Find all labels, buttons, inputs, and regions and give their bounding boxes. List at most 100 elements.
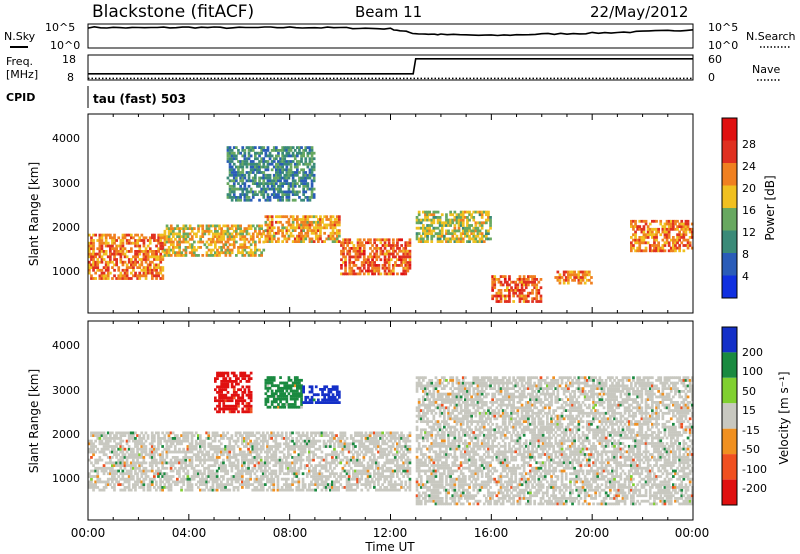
heatmap-cell (379, 272, 383, 276)
heatmap-cell (296, 215, 299, 219)
heatmap-cell (268, 215, 272, 219)
heatmap-cell (406, 475, 410, 478)
heatmap-cell (485, 218, 488, 222)
heatmap-cell (312, 472, 315, 476)
heatmap-cell (302, 226, 305, 230)
heatmap-cell (638, 225, 642, 228)
heatmap-cell (680, 222, 684, 226)
heatmap-cell (193, 232, 196, 236)
heatmap-cell (674, 249, 677, 253)
heatmap-cell (468, 234, 471, 238)
heatmap-cell (197, 453, 200, 457)
heatmap-cell (272, 469, 276, 473)
heatmap-cell (148, 241, 152, 245)
heatmap-cell (165, 456, 169, 459)
heatmap-cell (283, 190, 287, 194)
heatmap-cell (270, 389, 274, 393)
heatmap-cell (125, 442, 129, 446)
heatmap-cell (688, 227, 692, 231)
heatmap-cell (293, 469, 296, 473)
heatmap-cell (249, 224, 253, 228)
heatmap-cell (375, 445, 378, 448)
heatmap-cell (400, 464, 403, 467)
heatmap-cell (333, 226, 337, 230)
heatmap-cell (153, 233, 156, 237)
heatmap-cell (400, 483, 403, 486)
heatmap-cell (354, 483, 357, 486)
heatmap-cell (285, 231, 289, 235)
heatmap-cell (220, 437, 223, 440)
heatmap-cell (190, 251, 194, 255)
heatmap-cell (249, 154, 253, 158)
heatmap-cell (312, 450, 315, 454)
heatmap-cell (243, 149, 247, 152)
heatmap-cell (247, 483, 250, 486)
heatmap-cell (224, 232, 228, 236)
heatmap-cell (275, 149, 278, 152)
heatmap-cell (408, 255, 412, 259)
heatmap-cell (222, 461, 225, 465)
heatmap-cell (106, 447, 110, 451)
heatmap-cell (308, 187, 312, 191)
heatmap-cell (371, 249, 374, 253)
heatmap-cell (167, 477, 171, 481)
heatmap-cell (176, 461, 179, 465)
heatmap-cell (379, 475, 382, 478)
heatmap-cell (362, 244, 366, 247)
heatmap-cell (466, 224, 469, 227)
heatmap-cell (347, 458, 351, 462)
heatmap-cell (238, 431, 242, 435)
heatmap-cell (245, 165, 249, 169)
heatmap-cell (123, 461, 127, 465)
heatmap-cell (275, 176, 278, 180)
heatmap-cell (379, 445, 382, 448)
heatmap-cell (331, 229, 335, 232)
heatmap-cell (342, 261, 345, 264)
heatmap-cell (287, 229, 291, 232)
heatmap-cell (239, 196, 242, 199)
heatmap-cell (377, 464, 380, 467)
heatmap-cell (247, 162, 251, 166)
heatmap-cell (370, 458, 374, 462)
heatmap-cell (279, 198, 282, 202)
heatmap-cell (150, 456, 154, 459)
heatmap-cell (194, 447, 198, 451)
heatmap-cell (356, 458, 359, 462)
heatmap-cell (104, 236, 108, 240)
heatmap-cell (690, 236, 694, 239)
heatmap-cell (274, 461, 278, 465)
heatmap-cell (98, 260, 102, 264)
noise-left-tick-top: 10^5 (45, 21, 75, 34)
heatmap-cell (362, 249, 366, 253)
heatmap-cell (356, 472, 359, 476)
heatmap-cell (98, 480, 102, 484)
heatmap-cell (387, 439, 391, 443)
heatmap-cell (508, 275, 511, 278)
heatmap-cell (308, 196, 312, 199)
heatmap-cell (306, 182, 310, 185)
heatmap-cell (129, 453, 133, 457)
heatmap-cell (377, 439, 380, 443)
heatmap-cell (214, 388, 217, 392)
heatmap-cell (354, 475, 357, 478)
heatmap-cell (320, 450, 324, 454)
heatmap-cell (281, 184, 284, 188)
heatmap-cell (323, 215, 326, 219)
heatmap-cell (264, 437, 267, 440)
heatmap-cell (298, 179, 301, 183)
heatmap-cell (190, 235, 194, 238)
heatmap-cell (159, 239, 163, 242)
heatmap-cell (222, 396, 226, 400)
heatmap-cell (508, 291, 511, 295)
heatmap-cell (257, 466, 261, 470)
heatmap-cell (111, 461, 114, 465)
heatmap-cell (102, 250, 106, 253)
heatmap-cell (345, 461, 349, 465)
heatmap-cell (230, 437, 234, 440)
heatmap-cell (259, 477, 263, 481)
heatmap-cell (243, 237, 247, 241)
heatmap-cell (522, 278, 526, 281)
heatmap-cell (428, 226, 431, 230)
heatmap-cell (379, 447, 382, 451)
heatmap-cell (312, 458, 315, 462)
